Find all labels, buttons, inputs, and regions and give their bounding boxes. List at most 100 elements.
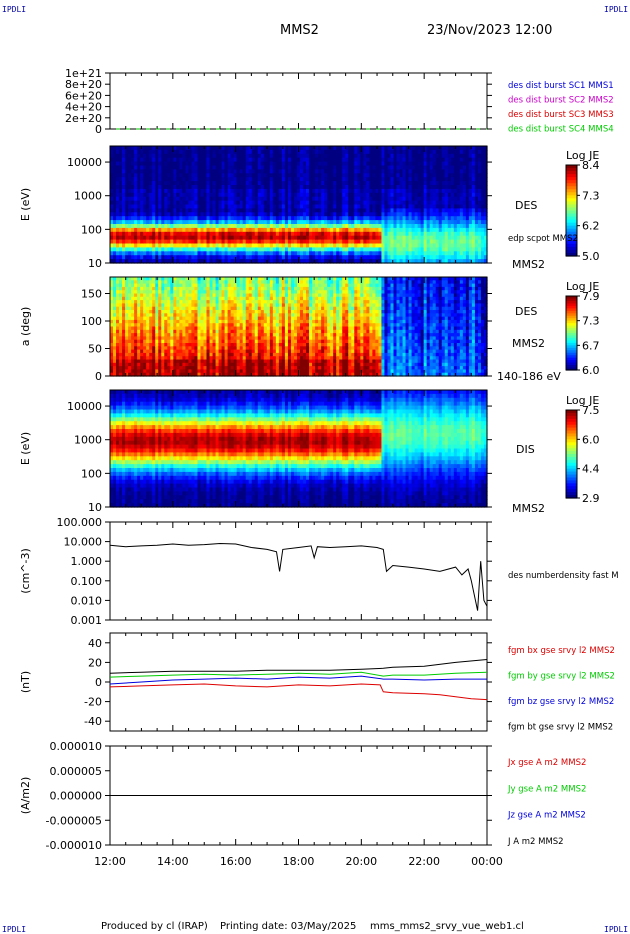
panel2-pixel — [408, 224, 413, 229]
panel2-pixel — [125, 161, 129, 167]
panel2-pixel — [354, 200, 358, 206]
panel2-pixel — [263, 220, 268, 225]
panel2-pixel — [230, 212, 235, 217]
panel2-pixel — [212, 247, 217, 252]
panel2-pixel — [444, 216, 449, 221]
panel3-pixel — [110, 319, 114, 324]
panel2-pixel — [134, 247, 138, 252]
panel2-pixel — [462, 153, 467, 159]
panel2-pixel — [152, 146, 156, 151]
panel2-pixel — [363, 212, 367, 217]
panel2-pixel — [480, 224, 485, 229]
panel2-pixel — [453, 251, 458, 256]
panel2-pixel — [399, 216, 404, 221]
panel2-pixel — [194, 185, 199, 190]
panel2-pixel — [465, 247, 470, 252]
panel2-pixel — [110, 247, 114, 252]
panel2-pixel — [293, 165, 298, 170]
panel2-pixel — [438, 161, 443, 167]
panel2-pixel — [327, 146, 331, 151]
panel3-spectrogram — [110, 277, 488, 377]
panel2-pixel — [381, 216, 386, 221]
panel2-pixel — [200, 165, 205, 170]
panel2-pixel — [408, 192, 413, 198]
panel2-pixel — [336, 192, 340, 198]
panel2-pixel — [137, 192, 141, 198]
panel2-pixel — [158, 185, 162, 190]
panel2-pixel — [420, 212, 425, 217]
panel2-pixel — [471, 173, 476, 178]
panel2-pixel — [143, 177, 147, 182]
panel2-pixel — [278, 235, 283, 241]
panel2-pixel — [315, 177, 319, 182]
panel2-pixel — [462, 149, 467, 155]
panel2-pixel — [459, 255, 464, 260]
panel2-pixel — [203, 181, 208, 186]
panel2-pixel — [245, 247, 250, 252]
panel2-pixel — [296, 239, 301, 245]
panel2-pixel — [345, 204, 349, 209]
panel2-pixel — [152, 239, 156, 245]
panel2-pixel — [113, 188, 117, 194]
panel2-pixel — [438, 181, 443, 186]
panel2-pixel — [372, 157, 377, 163]
panel2-pixel — [119, 227, 123, 233]
panel2-pixel — [351, 165, 355, 170]
panel3-pixel — [113, 310, 117, 314]
panel2-pixel — [161, 173, 165, 178]
panel2-pixel — [444, 188, 449, 194]
panel2-pixel — [269, 216, 274, 221]
panel2-pixel — [251, 169, 256, 174]
panel2-pixel — [369, 259, 373, 264]
panel2-pixel — [411, 243, 416, 248]
panel2-pixel — [348, 220, 352, 225]
panel2-pixel — [143, 231, 147, 237]
panel2-pixel — [387, 251, 392, 256]
panel2-pixel — [110, 161, 114, 167]
panel2-pixel — [278, 173, 283, 178]
panel2-pixel — [242, 149, 247, 155]
panel2-pixel — [477, 169, 482, 174]
panel2-pixel — [146, 216, 150, 221]
panel2-pixel — [203, 235, 208, 241]
panel2-pixel — [411, 251, 416, 256]
panel2-pixel — [435, 220, 440, 225]
panel2-pixel — [459, 224, 464, 229]
panel2-pixel — [345, 200, 349, 206]
panel2-pixel — [453, 161, 458, 167]
panel2-pixel — [327, 255, 331, 260]
panel2-pixel — [242, 251, 247, 256]
panel2-pixel — [158, 231, 162, 237]
panel2-pixel — [212, 239, 217, 245]
panel2-pixel — [351, 239, 355, 245]
panel2-pixel — [206, 239, 211, 245]
panel2-colorbar-label: 6.2 — [582, 220, 600, 233]
panel2-pixel — [426, 165, 431, 170]
panel3-pixel — [119, 319, 123, 324]
panel2-pixel — [260, 239, 265, 245]
panel2-pixel — [339, 239, 343, 245]
panel2-pixel — [269, 153, 274, 159]
panel2-pixel — [236, 220, 241, 225]
panel2-pixel — [393, 224, 398, 229]
panel2-pixel — [266, 161, 271, 167]
panel3-pixel — [113, 296, 117, 301]
panel2-pixel — [248, 196, 253, 202]
panel2-pixel — [444, 224, 449, 229]
panel2-pixel — [161, 220, 165, 225]
panel2-pixel — [260, 181, 265, 186]
panel2-pixel — [221, 259, 226, 264]
panel2-pixel — [137, 204, 141, 209]
panel2-pixel — [170, 192, 174, 198]
panel2-pixel — [396, 243, 401, 248]
panel2-pixel — [245, 153, 250, 159]
panel2-pixel — [372, 239, 377, 245]
panel2-pixel — [396, 235, 401, 241]
panel2-pixel — [417, 224, 422, 229]
panel2-pixel — [230, 220, 235, 225]
panel2-pixel — [227, 185, 232, 190]
panel2-pixel — [230, 188, 235, 194]
panel2-pixel — [471, 216, 476, 221]
panel2-pixel — [200, 169, 205, 174]
panel2-pixel — [450, 165, 455, 170]
